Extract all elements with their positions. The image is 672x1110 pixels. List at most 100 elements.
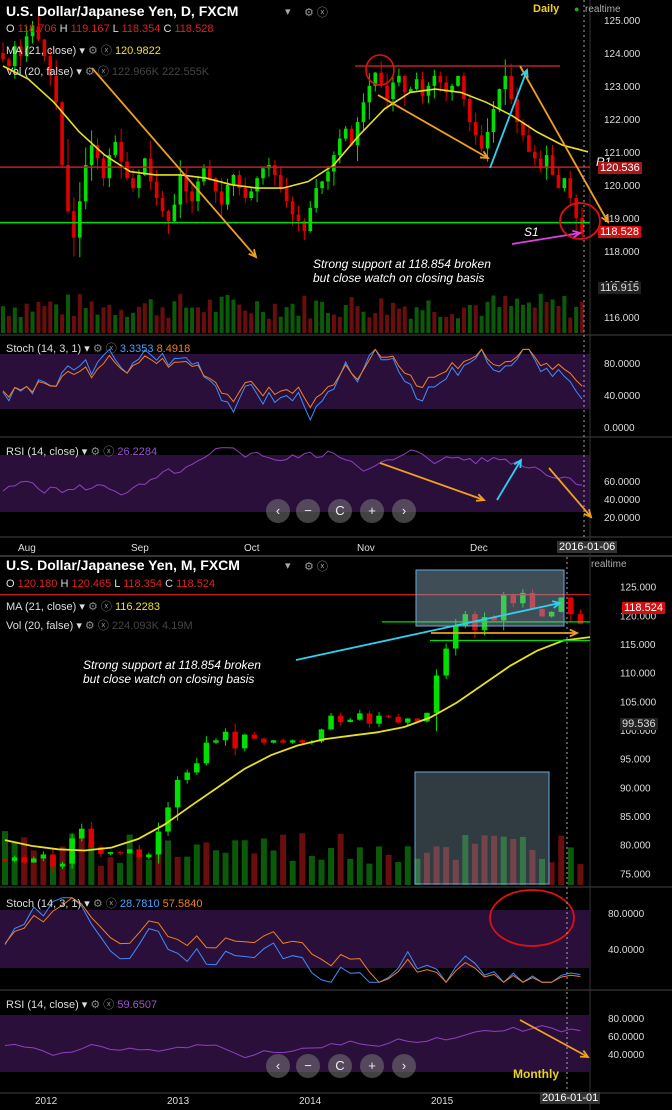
daily-stoch-band xyxy=(0,354,590,409)
settings-icon[interactable]: ⚙ ⓧ xyxy=(304,7,328,19)
daily-y-tick: 122.000 xyxy=(604,115,641,126)
chevron-down-icon[interactable]: ▾ xyxy=(285,6,291,18)
monthly-candle-body xyxy=(318,729,325,742)
daily-y-tick: 124.000 xyxy=(604,49,641,60)
monthly-candle-body xyxy=(213,740,219,743)
daily-ma-label[interactable]: MA (21, close) ▾ ⚙ ⓧ 120.9822 xyxy=(6,45,161,57)
monthly-candle-body xyxy=(126,849,133,854)
zoom-out-button[interactable]: − xyxy=(296,499,320,523)
daily-candle-body xyxy=(438,75,443,83)
monthly-candle-body xyxy=(357,713,363,720)
monthly-annotation-line1: Strong support at 118.854 broken xyxy=(83,658,261,672)
monthly-candle-body xyxy=(270,740,277,743)
monthly-volume-bar xyxy=(241,840,248,885)
daily-rsi-tick: 40.0000 xyxy=(604,495,641,506)
daily-candle-body xyxy=(261,168,265,179)
daily-realtime-label: realtime xyxy=(585,4,621,15)
monthly-candle-body xyxy=(50,854,56,867)
monthly-volume-bar xyxy=(433,846,440,885)
monthly-volume-bar xyxy=(203,842,210,885)
daily-candle-body xyxy=(503,75,508,90)
daily-y-tick: 121.000 xyxy=(604,148,641,159)
daily-volume-bar xyxy=(314,300,319,333)
zoom-in-button[interactable]: + xyxy=(360,499,384,523)
settings-icon[interactable]: ⚙ ⓧ xyxy=(304,561,328,573)
monthly-stoch-label[interactable]: Stoch (14, 3, 1) ▾ ⚙ ⓧ 28.7810 57.5840 xyxy=(6,898,203,910)
daily-rsi-arrow xyxy=(379,462,485,501)
monthly-candle-body xyxy=(40,854,47,859)
monthly-ma-tag: 99.536 xyxy=(620,718,658,730)
daily-candle-body xyxy=(367,85,372,103)
monthly-volume-bar xyxy=(577,864,584,885)
monthly-candle-body xyxy=(88,828,95,848)
daily-candle-body xyxy=(391,82,395,99)
scroll-left-button[interactable]: ‹ xyxy=(266,1054,290,1078)
daily-volume-bar xyxy=(509,306,514,333)
monthly-volume-bar xyxy=(462,834,469,885)
monthly-rsi-band xyxy=(0,1015,590,1072)
monthly-volume-bar xyxy=(510,839,517,885)
daily-candle-body xyxy=(314,188,318,208)
daily-volume-bar xyxy=(515,298,520,333)
monthly-candle-body xyxy=(31,858,37,863)
daily-stoch-label[interactable]: Stoch (14, 3, 1) ▾ ⚙ ⓧ 3.3353 8.4918 xyxy=(6,343,191,355)
daily-rebound-arrow-head xyxy=(520,68,529,79)
monthly-volume-bar xyxy=(423,852,430,885)
daily-candle-body xyxy=(527,135,531,152)
monthly-candle-body xyxy=(568,597,574,615)
daily-candle-body xyxy=(89,145,94,165)
daily-rsi-label[interactable]: RSI (14, close) ▾ ⚙ ⓧ 26.2284 xyxy=(6,446,158,458)
scroll-left-button[interactable]: ‹ xyxy=(266,499,290,523)
monthly-y-tick: 95.000 xyxy=(620,755,651,766)
monthly-x-tick: 2012 xyxy=(35,1096,58,1107)
daily-vol-label[interactable]: Vol (20, false) ▾ ⚙ ⓧ 122.966K 222.555K xyxy=(6,66,210,78)
monthly-volume-bar xyxy=(404,846,411,885)
daily-rsi-tick: 20.0000 xyxy=(604,513,641,524)
monthly-candle-body xyxy=(232,731,238,749)
chevron-down-icon[interactable]: ▾ xyxy=(285,560,291,572)
daily-candle-body xyxy=(397,75,401,83)
monthly-volume-bar xyxy=(174,856,181,885)
zoom-in-button[interactable]: + xyxy=(360,1054,384,1078)
monthly-volume-bar xyxy=(500,836,507,885)
daily-candle-body xyxy=(160,198,165,212)
monthly-volume-bar xyxy=(519,836,526,885)
monthly-volume-bar xyxy=(165,840,172,885)
daily-volume-bar xyxy=(125,316,130,333)
monthly-ma21-line xyxy=(4,636,591,852)
daily-volume-bar xyxy=(467,304,472,333)
daily-candle-body xyxy=(7,59,11,66)
monthly-ma-label[interactable]: MA (21, close) ▾ ⚙ ⓧ 116.2283 xyxy=(6,601,161,613)
daily-volume-bar xyxy=(71,315,76,333)
monthly-candle-body xyxy=(376,715,382,724)
daily-volume-bar xyxy=(54,304,59,333)
reset-button[interactable]: C xyxy=(328,499,352,523)
daily-candle-body xyxy=(580,217,584,235)
daily-volume-bar xyxy=(101,307,106,333)
daily-volume-bar xyxy=(473,305,478,333)
daily-candle-body xyxy=(343,128,348,139)
monthly-y-tick: 120.000 xyxy=(620,611,657,622)
monthly-x-tick: 2013 xyxy=(167,1096,190,1107)
reset-button[interactable]: C xyxy=(328,1054,352,1078)
monthly-candle-body xyxy=(194,763,200,773)
zoom-out-button[interactable]: − xyxy=(296,1054,320,1078)
daily-candle-body xyxy=(154,181,159,198)
monthly-ohlc: O 120.180 H 120.465 L 118.354 C 118.524 xyxy=(6,578,216,590)
monthly-candle-body xyxy=(500,595,507,621)
daily-volume-bar xyxy=(255,301,260,333)
scroll-right-button[interactable]: › xyxy=(392,1054,416,1078)
monthly-rsi-label[interactable]: RSI (14, close) ▾ ⚙ ⓧ 59.6507 xyxy=(6,999,158,1011)
daily-volume-bar xyxy=(331,314,336,333)
monthly-vol-label[interactable]: Vol (20, false) ▾ ⚙ ⓧ 224.093K 4.19M xyxy=(6,620,193,632)
daily-y-tick: 125.000 xyxy=(604,16,641,27)
daily-candle-body xyxy=(42,39,47,57)
daily-downtrend-arrow-head xyxy=(248,249,258,259)
daily-candle-body xyxy=(1,52,5,60)
daily-volume-bar xyxy=(568,317,573,333)
scroll-right-button[interactable]: › xyxy=(392,499,416,523)
daily-candle-body xyxy=(497,89,502,109)
monthly-stoch-k-line xyxy=(4,897,581,984)
daily-candle-body xyxy=(131,178,135,189)
